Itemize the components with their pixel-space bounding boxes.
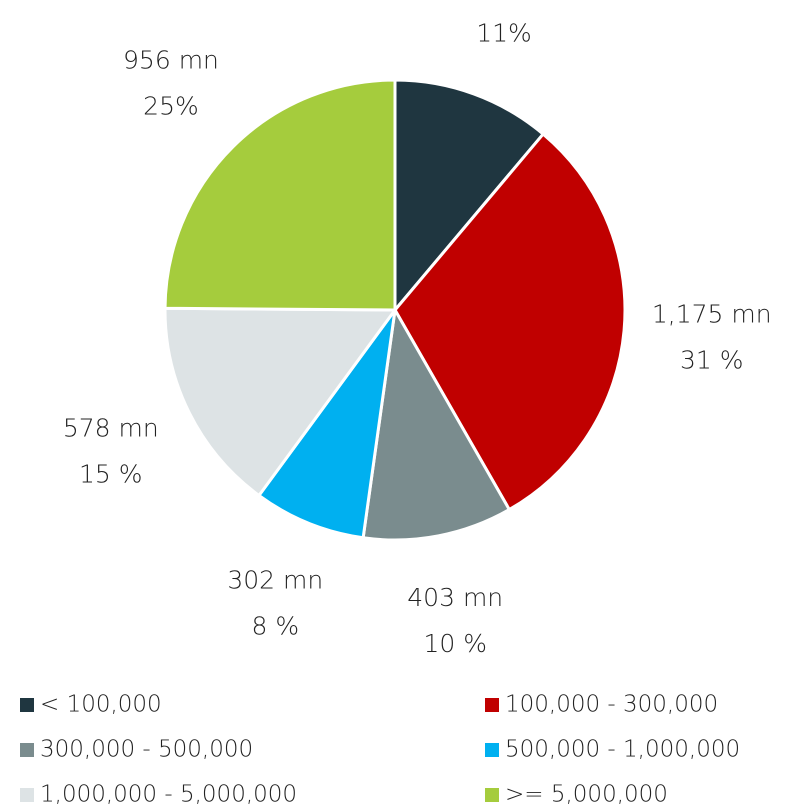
value-label: 302 mn	[227, 566, 323, 595]
pie-slice	[163, 78, 397, 312]
legend-swatch	[20, 698, 34, 712]
legend-label: 300,000 - 500,000	[40, 737, 253, 763]
legend-swatch	[485, 743, 499, 757]
legend-label: < 100,000	[40, 692, 162, 718]
pie-slice	[256, 309, 397, 540]
legend-swatch	[485, 788, 499, 802]
legend-label: 100,000 - 300,000	[505, 692, 718, 718]
legend-swatch	[485, 698, 499, 712]
legend-label: 500,000 - 1,000,000	[505, 737, 740, 763]
value-label: 403 mn	[407, 583, 503, 612]
pie-slice	[163, 306, 398, 498]
percent-label: 25%	[143, 91, 199, 120]
pie-slice	[361, 305, 512, 542]
percent-label: 31 %	[680, 346, 744, 375]
percent-label: 10 %	[423, 629, 487, 658]
value-label: 578 mn	[63, 414, 159, 443]
value-label: 428 mn	[456, 0, 552, 1]
value-label: 1,175 mn	[652, 300, 772, 329]
legend-label: >= 5,000,000	[505, 782, 668, 808]
pie-slice	[393, 131, 627, 512]
legend-swatch	[20, 788, 34, 802]
pie-slice	[393, 78, 546, 315]
percent-label: 15 %	[79, 460, 143, 489]
value-label: 956 mn	[123, 45, 219, 74]
percent-label: 11%	[476, 18, 532, 47]
legend-swatch	[20, 743, 34, 757]
percent-label: 8 %	[251, 612, 299, 641]
legend-label: 1,000,000 - 5,000,000	[40, 782, 297, 808]
